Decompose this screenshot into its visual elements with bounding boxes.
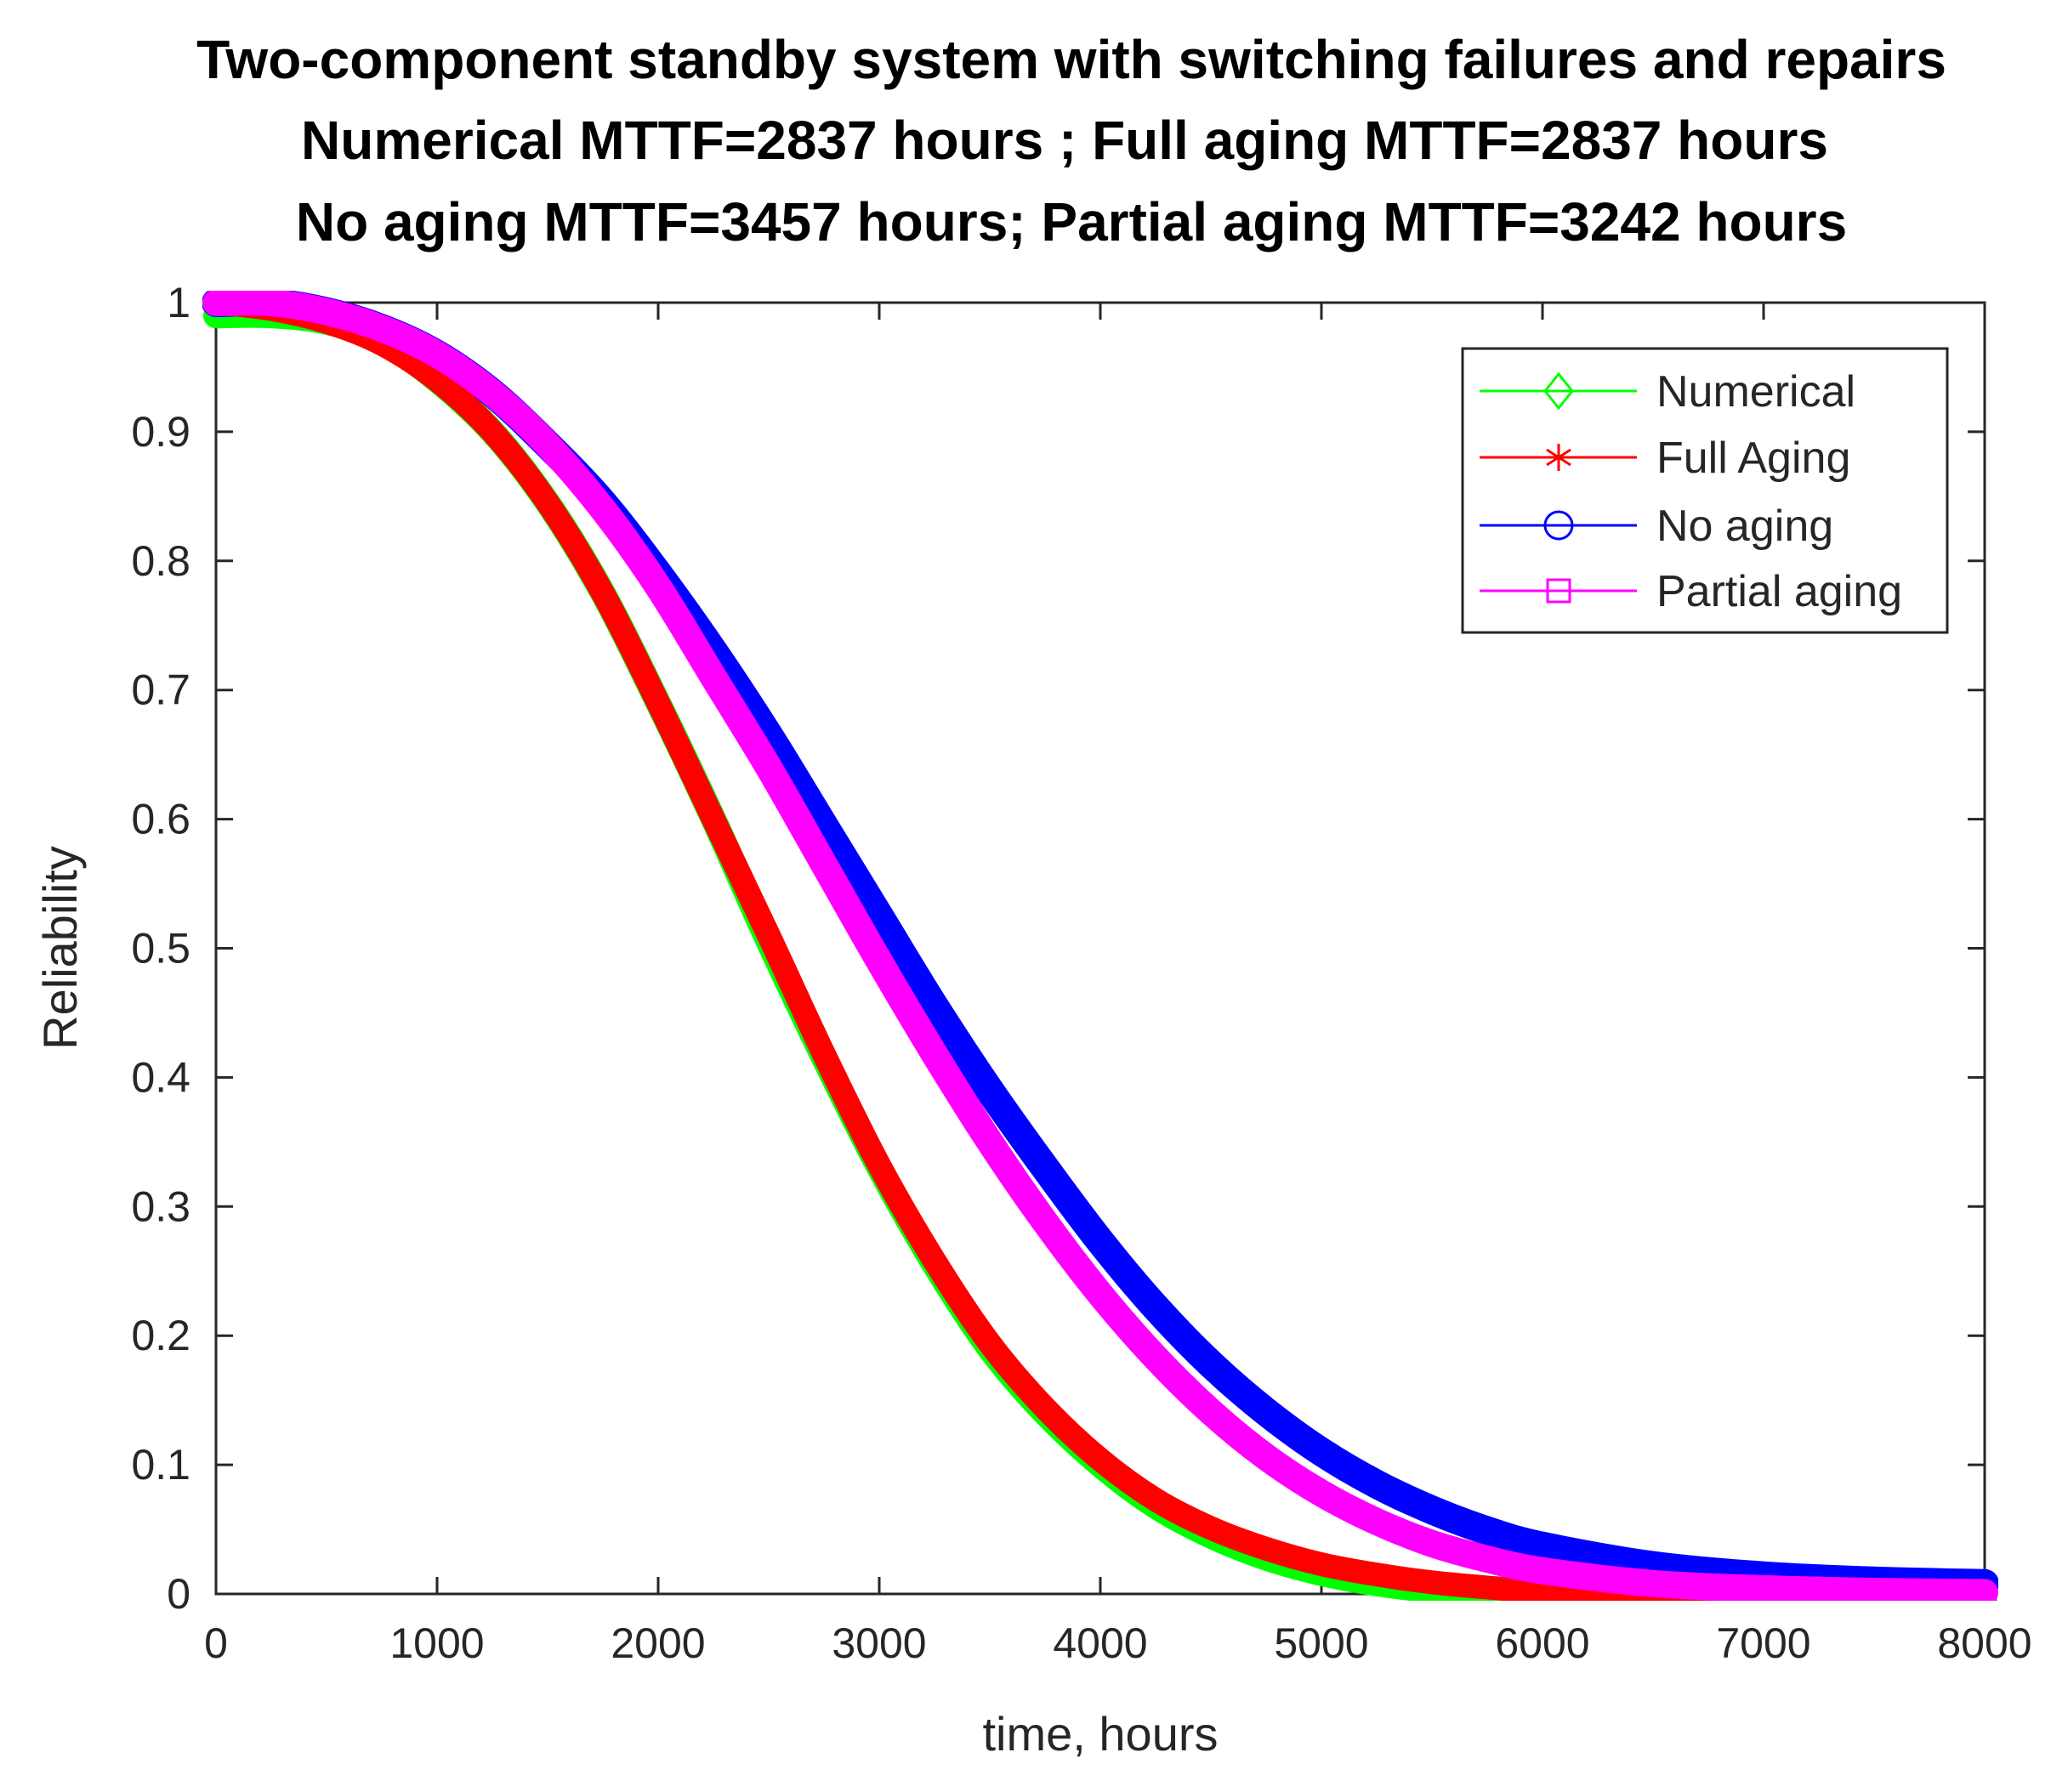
x-tick-label: 6000 [1495,1619,1589,1667]
series-layer [202,291,1998,1601]
x-tick-label: 1000 [389,1619,484,1667]
y-tick-label: 0 [167,1570,190,1618]
y-tick-label: 0.4 [131,1053,190,1101]
y-axis-label: Reliability [33,846,87,1050]
y-tick-label: 0.9 [131,408,190,456]
legend-square-marker [1546,578,1571,604]
y-tick-label: 0.7 [131,666,190,714]
x-tick-label: 4000 [1053,1619,1147,1667]
x-tick-label: 8000 [1937,1619,2031,1667]
y-tick-label: 0.6 [131,796,190,843]
legend-item-numerical: Numerical [1480,367,1855,417]
y-tick-label: 0.1 [131,1441,190,1489]
legend-item-no-aging: No aging [1480,502,1833,551]
x-tick-label: 3000 [832,1619,926,1667]
title-line-1: Two-component standby system with switch… [196,29,1946,90]
series-line-partial-aging [202,291,1998,1601]
series-line-full-aging [204,291,1997,1601]
title-line-3: No aging MTTF=3457 hours; Partial aging … [296,191,1847,252]
chart-title: Two-component standby system with switch… [196,29,1946,252]
legend: Numerical Full Aging No aging Partial aging [1461,347,1949,634]
x-axis-label: time, hours [983,1707,1219,1761]
x-tick-label: 0 [204,1619,228,1667]
x-tick-label: 2000 [611,1619,705,1667]
legend-label: Partial aging [1656,567,1902,616]
y-tick-label: 0.5 [131,925,190,973]
legend-asterisk-marker [1546,444,1571,471]
legend-label: Numerical [1656,367,1855,417]
y-tick-label: 0.2 [131,1312,190,1359]
legend-circle-marker [1543,510,1574,541]
axis-ticks [214,301,1986,1596]
x-tick-label: 5000 [1274,1619,1368,1667]
y-tick-label: 0.3 [131,1182,190,1230]
legend-diamond-marker [1543,371,1574,411]
legend-item-full-aging: Full Aging [1480,434,1850,483]
legend-label: No aging [1656,502,1833,551]
x-tick-label: 7000 [1716,1619,1810,1667]
x-tick-labels: 0 1000 2000 3000 4000 5000 6000 7000 8000 [204,1619,2032,1667]
legend-item-partial-aging: Partial aging [1480,567,1902,616]
title-line-2: Numerical MTTF=2837 hours ; Full aging M… [301,110,1828,171]
y-tick-labels: 0 0.1 0.2 0.3 0.4 0.5 0.6 0.7 0.8 0.9 1 [131,279,190,1618]
y-tick-label: 0.8 [131,537,190,585]
y-tick-label: 1 [167,279,190,326]
legend-box [1461,347,1949,634]
legend-label: Full Aging [1656,434,1850,483]
